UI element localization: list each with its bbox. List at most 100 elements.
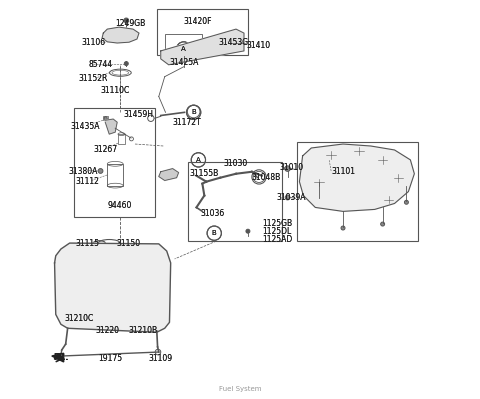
Polygon shape [102, 27, 139, 43]
Text: 31101: 31101 [331, 167, 355, 176]
Text: 85744: 85744 [89, 60, 113, 69]
Text: 31048B: 31048B [252, 173, 281, 182]
Text: FR.: FR. [53, 354, 69, 362]
Polygon shape [55, 243, 171, 332]
Text: 31115: 31115 [75, 239, 99, 248]
Text: 31150: 31150 [116, 239, 141, 248]
Text: 31155B: 31155B [189, 169, 218, 178]
Text: 1125GB: 1125GB [262, 219, 292, 228]
Bar [189, 162, 282, 241]
Text: 31106: 31106 [82, 38, 106, 47]
Circle shape [405, 200, 408, 204]
Text: A: A [181, 46, 186, 52]
Circle shape [104, 117, 107, 120]
Circle shape [341, 226, 345, 230]
Text: 31152R: 31152R [79, 74, 108, 83]
Text: B: B [191, 109, 196, 115]
Text: 31453G: 31453G [218, 38, 248, 47]
Text: 31010: 31010 [280, 163, 304, 172]
Text: 31380A: 31380A [69, 167, 98, 176]
Text: 31172T: 31172T [173, 118, 201, 127]
Text: 31101: 31101 [331, 167, 355, 176]
Polygon shape [300, 144, 414, 211]
Text: 31453G: 31453G [218, 38, 248, 47]
Text: 31036: 31036 [200, 209, 225, 218]
Polygon shape [161, 29, 244, 65]
Bar [165, 34, 203, 50]
Text: 31380A: 31380A [69, 167, 98, 176]
Bar [394, 174, 403, 182]
Text: 31109: 31109 [149, 354, 173, 363]
Text: 31420F: 31420F [184, 17, 212, 26]
Text: 31112: 31112 [75, 177, 99, 186]
Text: 31039A: 31039A [277, 193, 306, 202]
Text: 31459H: 31459H [123, 110, 153, 119]
Text: 31152R: 31152R [79, 74, 108, 83]
Text: 31210C: 31210C [65, 314, 94, 323]
Text: 31109: 31109 [149, 354, 173, 363]
Bar [103, 116, 108, 120]
Text: 31150: 31150 [116, 239, 141, 248]
Text: 31030: 31030 [223, 159, 248, 168]
Text: 1125DL: 1125DL [262, 227, 291, 236]
Text: 31039A: 31039A [277, 193, 306, 202]
Circle shape [285, 195, 290, 200]
Text: 31030: 31030 [223, 159, 248, 168]
Text: 31220: 31220 [96, 326, 120, 335]
Text: 31220: 31220 [96, 326, 120, 335]
Text: 31267: 31267 [94, 146, 118, 154]
Text: 31425A: 31425A [170, 58, 199, 67]
Text: 31106: 31106 [82, 38, 106, 47]
Text: Fuel System: Fuel System [219, 386, 261, 392]
Bar [298, 142, 418, 241]
Circle shape [285, 166, 290, 171]
Circle shape [98, 169, 103, 173]
Text: 1249GB: 1249GB [115, 19, 145, 28]
Text: 31210B: 31210B [128, 326, 157, 335]
Text: 31155B: 31155B [189, 169, 218, 178]
Text: 31172T: 31172T [173, 118, 201, 127]
Bar [378, 156, 387, 164]
Text: 31435A: 31435A [71, 122, 100, 131]
Text: B: B [212, 230, 216, 236]
Text: 94460: 94460 [107, 201, 132, 210]
Text: 31210B: 31210B [128, 326, 157, 335]
Bar [107, 257, 147, 312]
Text: 31410: 31410 [246, 41, 270, 50]
Text: 31459H: 31459H [123, 110, 153, 119]
Bar [326, 151, 336, 159]
Bar [157, 9, 248, 55]
Bar [384, 196, 393, 203]
Text: A: A [196, 157, 201, 163]
Text: 1125GB: 1125GB [262, 219, 292, 228]
Polygon shape [159, 169, 179, 180]
Bar [314, 178, 324, 186]
Circle shape [317, 197, 321, 201]
Text: FR.: FR. [53, 354, 69, 362]
Text: 31112: 31112 [75, 177, 99, 186]
Circle shape [124, 61, 128, 65]
Circle shape [246, 229, 250, 233]
Text: 31010: 31010 [280, 163, 304, 172]
Text: 1125DL: 1125DL [262, 227, 291, 236]
Text: 31110C: 31110C [100, 86, 130, 95]
Text: 31420F: 31420F [184, 17, 212, 26]
Text: 31110C: 31110C [100, 86, 130, 95]
Text: 19175: 19175 [98, 354, 123, 363]
Text: B: B [212, 230, 216, 236]
Polygon shape [105, 119, 117, 134]
Text: A: A [181, 46, 186, 52]
Text: 31267: 31267 [94, 146, 118, 154]
Polygon shape [52, 353, 64, 362]
Text: 31048B: 31048B [252, 173, 281, 182]
Text: 19175: 19175 [98, 354, 123, 363]
Text: 31410: 31410 [246, 41, 270, 50]
Bar [72, 257, 107, 310]
Text: A: A [196, 157, 201, 163]
Text: 31435A: 31435A [71, 122, 100, 131]
Bar [107, 164, 123, 186]
Text: 1125AD: 1125AD [262, 235, 292, 244]
Bar [354, 147, 364, 155]
Text: 31115: 31115 [75, 239, 99, 248]
Bar [118, 134, 125, 144]
